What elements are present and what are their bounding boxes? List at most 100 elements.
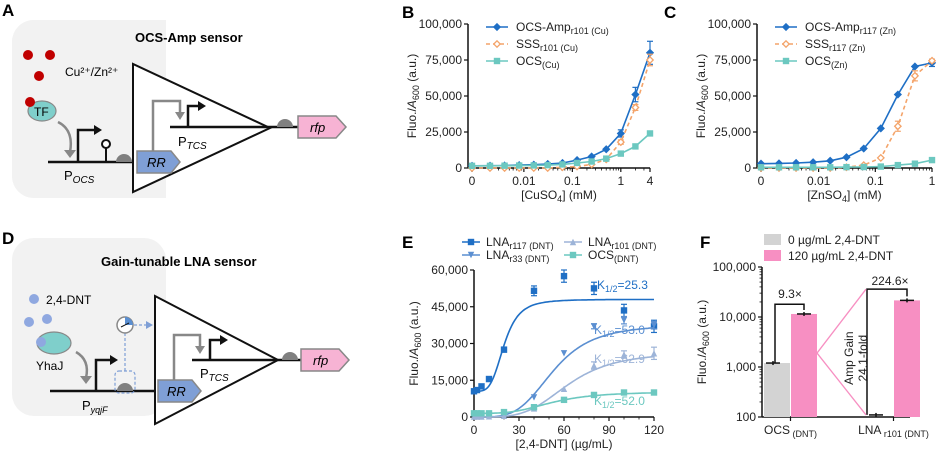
data-point: [530, 287, 538, 295]
data-point: [478, 383, 485, 390]
rbs-icon: [117, 383, 133, 391]
legend-label: LNAr33 (DNT): [486, 248, 549, 264]
fold-bracket-lna: [866, 288, 908, 415]
category-name: LNA: [858, 423, 881, 437]
x-tick-label: LNA r101 (DNT): [858, 423, 929, 439]
x-axis-label: [ZnSO4] (mM): [807, 188, 881, 204]
legend-marker: [781, 39, 791, 49]
y-axis-label-part: Fluo./: [694, 108, 708, 139]
k-half-label: K1/2=25.3: [597, 278, 648, 294]
promoter-arrowhead-icon: [220, 335, 228, 345]
y-tick-label: 25,000: [425, 125, 462, 139]
data-point: [478, 410, 485, 417]
k-half-part: K: [594, 352, 602, 366]
promoter-arrowhead-icon: [198, 101, 206, 111]
rr-activation-arrow-icon: [172, 333, 202, 380]
k-half-part: =52.0: [615, 394, 646, 408]
gain-dial-needle-icon: [120, 322, 130, 328]
data-point: [757, 164, 765, 171]
panel-letter-b: B: [402, 3, 414, 22]
data-point: [876, 153, 885, 163]
data-point: [468, 162, 476, 170]
data-point: [646, 130, 654, 137]
y-tick-label: 50,000: [425, 89, 462, 103]
x-tick-label: 0: [469, 174, 476, 188]
legend-label: SSSr101 (Cu): [516, 37, 578, 53]
x-tick-label: 60: [557, 423, 571, 437]
series-line-0: [471, 52, 651, 167]
data-point: [631, 103, 640, 112]
chart-e: 0 15,000 30,000 45,000 60,000 0 30 60 90 120 [2,4-…: [407, 235, 664, 451]
y-axis-label-part: (a.u.): [407, 301, 421, 332]
terminator-head-icon: [101, 139, 111, 149]
promoter-arrow-icon: [76, 128, 96, 162]
dashed-arrowhead-icon: [146, 321, 153, 329]
fold-bracket-ocs: [774, 303, 805, 364]
dnt-molecule-icon: [24, 317, 34, 327]
y-axis-label-part: Fluo./: [407, 355, 421, 386]
x-tick-label: 1: [617, 174, 624, 188]
rfp-label: rfp: [313, 353, 328, 368]
dnt-molecule-icon: [29, 294, 39, 304]
y-tick-label: 100,000: [713, 260, 757, 274]
data-point: [877, 163, 885, 170]
dnt-molecule-icon: [36, 337, 46, 347]
legend-sub: r101 (DNT): [611, 241, 656, 251]
data-point: [485, 410, 493, 417]
data-point: [645, 55, 655, 65]
x-axis-label-part: ] (mM): [562, 188, 597, 202]
arrowhead-icon: [195, 346, 205, 354]
k-half-part: 1/2: [602, 400, 615, 410]
panel-d-background: [12, 238, 166, 416]
k-half-part: 1/2: [602, 358, 615, 368]
data-point: [893, 122, 902, 131]
x-axis-label-part: 4: [557, 194, 562, 204]
legend-name: OCS-Amp: [805, 20, 860, 34]
x-tick-label: 120: [644, 423, 664, 437]
data-point: [893, 90, 902, 99]
y-tick-label: 100: [736, 410, 756, 424]
panel-letter-d: D: [2, 229, 14, 248]
data-point: [560, 396, 568, 404]
amp-gain-label: Amp Gain24.1-fold: [842, 332, 870, 385]
y-tick-label: 45,000: [431, 300, 468, 314]
y-axis-label-part: A: [405, 100, 419, 109]
legend-swatch: [764, 234, 781, 245]
legend-marker: [569, 238, 577, 246]
promoter-label: POCS: [64, 168, 95, 186]
legend-label: SSSr117 (Zn): [805, 37, 865, 53]
data-point: [910, 62, 920, 71]
data-point: [590, 323, 598, 330]
legend-name: OCS: [516, 54, 542, 68]
data-point: [911, 160, 919, 167]
category-sub: (DNT): [790, 429, 817, 439]
legend-label: LNAr101 (DNT): [588, 235, 656, 251]
rr-label: RR: [167, 384, 186, 399]
metal-ion-icon: [34, 71, 44, 81]
rr-gene-icon: [157, 379, 202, 403]
ptcs-label: PTCS: [200, 366, 229, 384]
panel-letter-c: C: [664, 3, 676, 22]
promoter-arrowhead-icon: [94, 125, 102, 135]
y-axis-label-part: A: [407, 348, 421, 357]
x-axis-label: [2,4-DNT] (µg/mL): [516, 437, 613, 451]
legend-sub: r33 (DNT): [509, 254, 549, 264]
x-axis-label-part: [CuSO: [521, 188, 557, 202]
data-point: [632, 143, 639, 150]
yhaj-label: YhaJ: [36, 359, 63, 373]
data-point: [588, 158, 595, 165]
legend-label: OCS-Ampr117 (Zn): [805, 20, 896, 36]
data-point: [500, 412, 508, 419]
data-point: [486, 162, 494, 170]
fold-label-lna: 224.6×: [871, 274, 908, 288]
data-point: [500, 408, 508, 416]
arrowhead-icon: [64, 150, 76, 158]
legend-sub: (Cu): [542, 60, 560, 70]
ptcs-promoter-arrow-icon: [208, 338, 222, 360]
k-half-part: =53.0: [615, 323, 646, 337]
legend-sub: (DNT): [614, 254, 639, 264]
data-point: [573, 159, 581, 167]
data-point: [894, 161, 902, 169]
y-axis-label: Fluo./A600 (a.u.): [694, 54, 710, 138]
